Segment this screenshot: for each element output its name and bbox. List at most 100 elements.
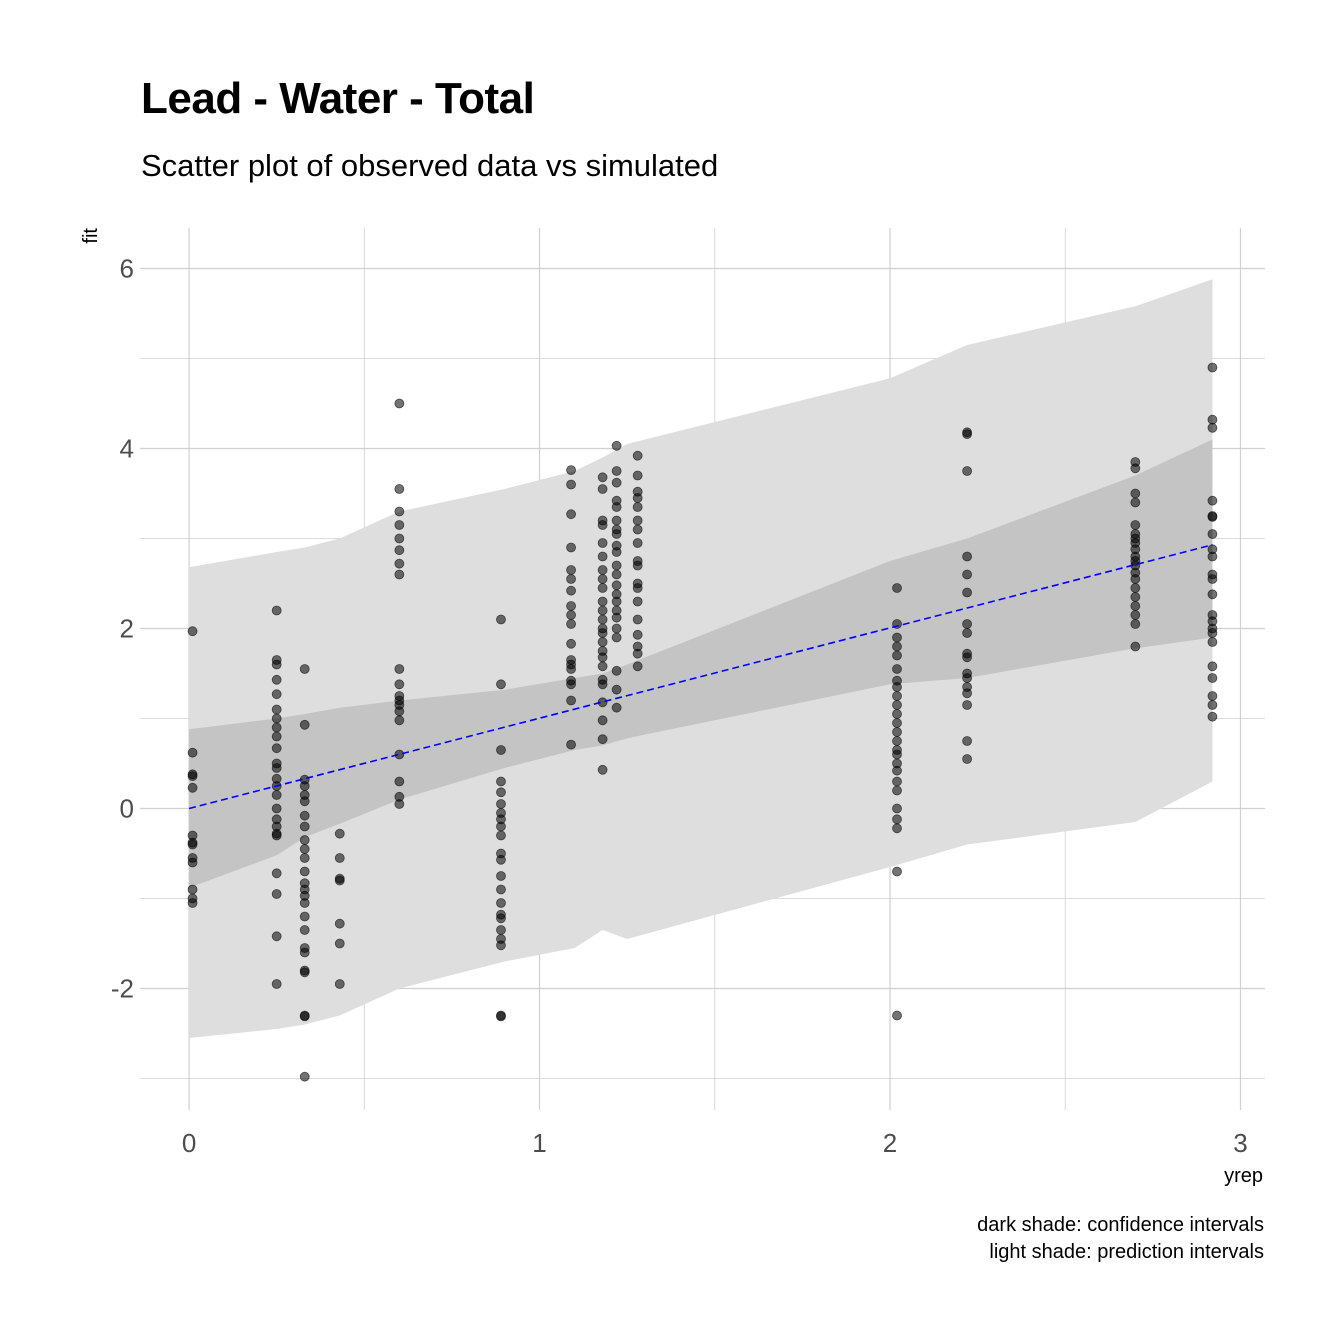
data-point [299, 719, 310, 730]
data-point [566, 542, 576, 553]
data-point [892, 682, 902, 692]
data-point [566, 739, 576, 750]
y-tick-label: 0 [120, 794, 134, 824]
data-point [394, 545, 405, 556]
data-point [597, 574, 608, 584]
data-point [566, 479, 576, 490]
data-point [892, 664, 902, 674]
data-point [271, 743, 282, 754]
data-point [1207, 589, 1218, 600]
data-point [1207, 414, 1218, 425]
data-point [334, 918, 345, 929]
data-point [1207, 637, 1218, 647]
data-point [187, 747, 198, 758]
chart-title: Lead - Water - Total [141, 74, 535, 123]
data-point [1130, 520, 1141, 530]
data-point [1207, 362, 1218, 373]
data-point [271, 931, 282, 942]
data-point [566, 638, 576, 649]
data-point [892, 736, 902, 746]
y-axis-label: fit [80, 228, 102, 244]
data-point [299, 898, 310, 908]
data-point [892, 691, 902, 701]
data-point [1130, 583, 1141, 593]
data-point [1207, 512, 1218, 522]
data-point [1130, 574, 1141, 584]
data-point [299, 853, 310, 863]
data-point [394, 398, 405, 409]
data-point [299, 866, 310, 877]
data-point [271, 659, 282, 670]
data-point [892, 1010, 902, 1021]
data-point [892, 785, 902, 796]
data-point [271, 674, 282, 685]
data-point [496, 925, 506, 935]
data-point [632, 470, 643, 481]
data-point [394, 749, 405, 760]
x-tick-label: 1 [532, 1128, 546, 1158]
data-point [299, 911, 310, 922]
data-point [892, 709, 902, 719]
data-point [597, 472, 608, 483]
data-point [892, 749, 902, 760]
data-point [496, 745, 506, 755]
data-point [394, 533, 405, 544]
data-point [299, 967, 310, 978]
data-point [597, 538, 608, 548]
x-tick-label: 2 [883, 1128, 897, 1158]
data-point [611, 569, 622, 580]
x-axis-ticks: 0 1 2 3 [182, 1128, 1248, 1158]
data-point [962, 551, 973, 562]
data-point [962, 619, 973, 629]
data-point [611, 515, 622, 526]
data-point [187, 782, 198, 793]
data-point [632, 629, 643, 640]
caption-confidence: dark shade: confidence intervals [977, 1214, 1264, 1236]
data-point [892, 765, 902, 776]
data-point [892, 700, 902, 710]
data-point [334, 875, 345, 886]
data-point [394, 664, 405, 674]
data-point [496, 799, 506, 809]
data-point [962, 688, 973, 699]
data-point [334, 938, 345, 949]
data-point [496, 776, 506, 787]
data-point [632, 524, 643, 535]
data-point [187, 771, 198, 781]
data-point [892, 632, 902, 643]
data-point [299, 796, 310, 807]
data-point [271, 704, 282, 715]
data-point [271, 790, 282, 800]
data-point [394, 706, 405, 717]
data-point [892, 823, 902, 834]
data-point [566, 574, 576, 584]
data-point [1130, 592, 1141, 602]
data-point [187, 857, 198, 868]
y-tick-label: -2 [111, 974, 134, 1004]
data-point [187, 898, 198, 908]
data-point [271, 722, 282, 733]
data-point [597, 628, 608, 638]
data-point [299, 835, 310, 845]
data-point [632, 515, 643, 526]
data-point [597, 565, 608, 575]
data-point [597, 652, 608, 663]
data-point [1207, 700, 1218, 710]
data-point [271, 731, 282, 742]
data-point [611, 623, 622, 634]
data-point [1130, 610, 1141, 620]
y-axis-ticks: -2 0 2 4 6 [111, 254, 134, 1004]
chart-caption: dark shade: confidence intervals light s… [977, 1212, 1264, 1266]
data-point [597, 484, 608, 494]
data-point [611, 684, 622, 695]
data-point [892, 583, 902, 593]
data-point [1207, 628, 1218, 638]
data-point [597, 520, 608, 530]
data-point [611, 596, 622, 607]
data-point [892, 803, 902, 814]
data-point [632, 648, 643, 659]
data-point [299, 844, 310, 854]
data-point [597, 605, 608, 616]
data-point [496, 940, 506, 951]
